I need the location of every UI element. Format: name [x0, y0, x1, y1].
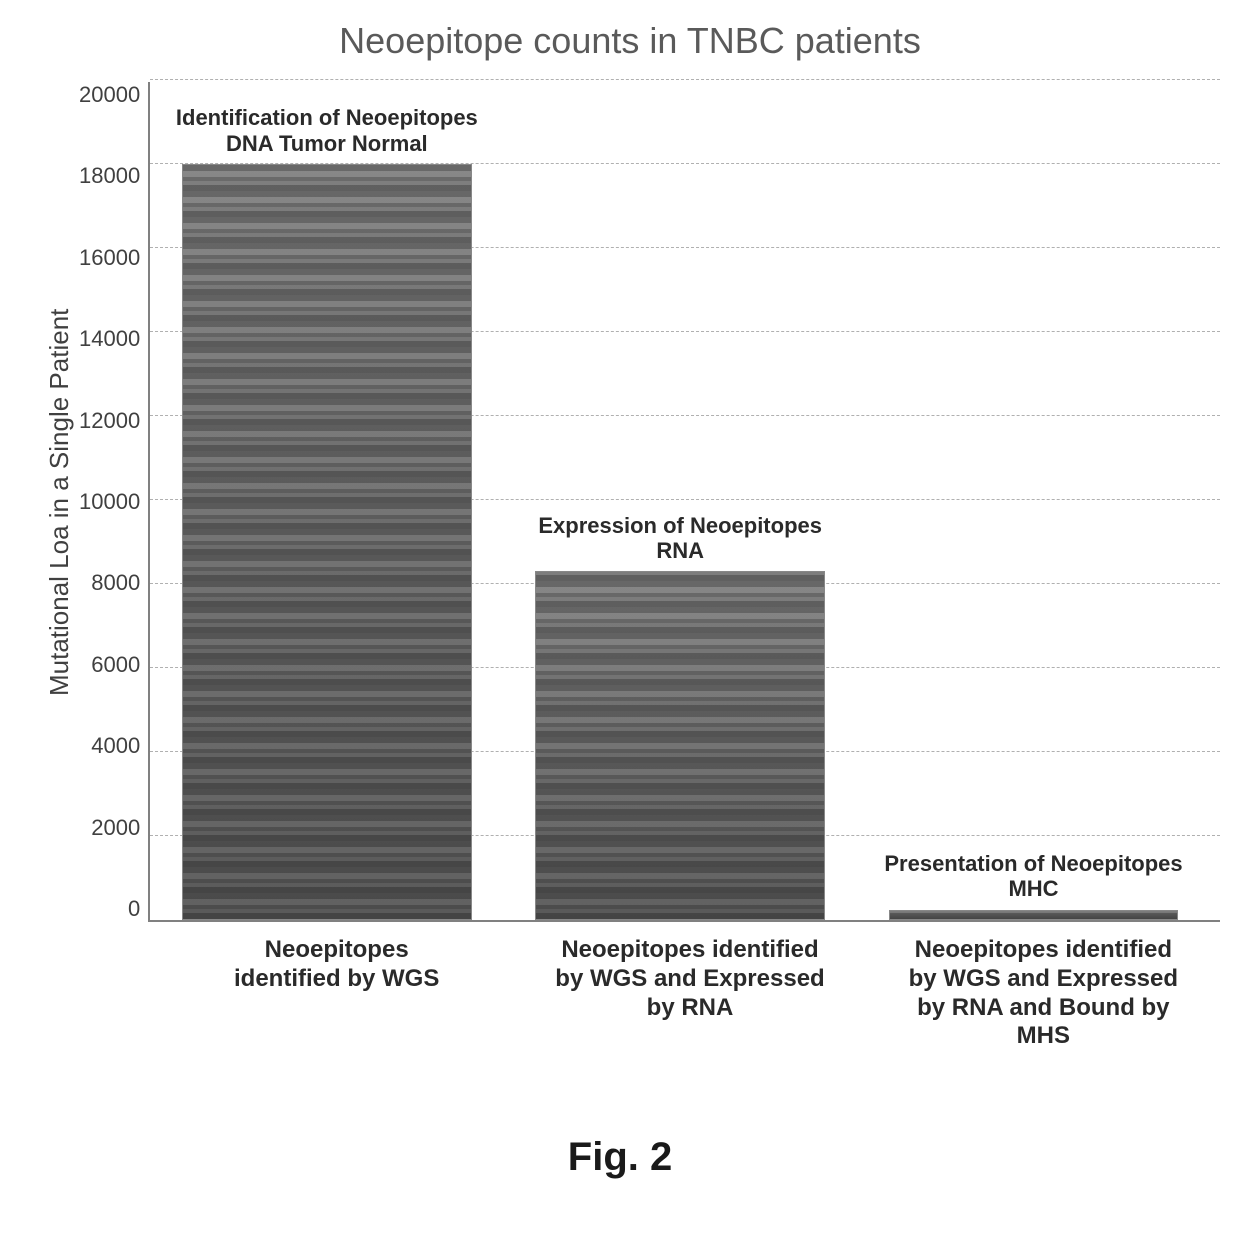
x-axis: Neoepitopes identified by WGSNeoepitopes…: [160, 922, 1220, 1051]
chart-title: Neoepitope counts in TNBC patients: [40, 20, 1220, 62]
y-axis-label: Mutational Loa in a Single Patient: [40, 102, 79, 902]
y-tick-label: 6000: [91, 652, 140, 678]
chart-container: Neoepitope counts in TNBC patients Mutat…: [40, 10, 1220, 1051]
y-tick-label: 10000: [79, 489, 140, 515]
bar-top-label: Presentation of Neoepitopes MHC: [857, 851, 1210, 902]
x-tick-label: Neoepitopes identified by WGS: [160, 922, 513, 1051]
y-tick-label: 18000: [79, 163, 140, 189]
bar-top-label: Expression of Neoepitopes RNA: [504, 513, 857, 564]
bar: [889, 910, 1179, 921]
gridline: [150, 79, 1220, 80]
bar-top-label: Identification of Neoepitopes DNA Tumor …: [150, 105, 503, 156]
bar: [182, 164, 472, 920]
y-tick-label: 12000: [79, 408, 140, 434]
y-tick-label: 0: [128, 896, 140, 922]
y-tick-label: 14000: [79, 326, 140, 352]
y-tick-label: 8000: [91, 570, 140, 596]
y-axis-ticks: 2000018000160001400012000100008000600040…: [79, 82, 148, 922]
plot-row: Mutational Loa in a Single Patient 20000…: [40, 82, 1220, 922]
figure-caption: Fig. 2: [0, 1135, 1240, 1180]
x-tick-label: Neoepitopes identified by WGS and Expres…: [513, 922, 866, 1051]
bar: [535, 571, 825, 920]
x-tick-label: Neoepitopes identified by WGS and Expres…: [867, 922, 1220, 1051]
y-tick-label: 2000: [91, 815, 140, 841]
y-tick-label: 4000: [91, 733, 140, 759]
plot-area: Identification of Neoepitopes DNA Tumor …: [148, 82, 1220, 922]
y-tick-label: 20000: [79, 82, 140, 108]
y-tick-label: 16000: [79, 245, 140, 271]
